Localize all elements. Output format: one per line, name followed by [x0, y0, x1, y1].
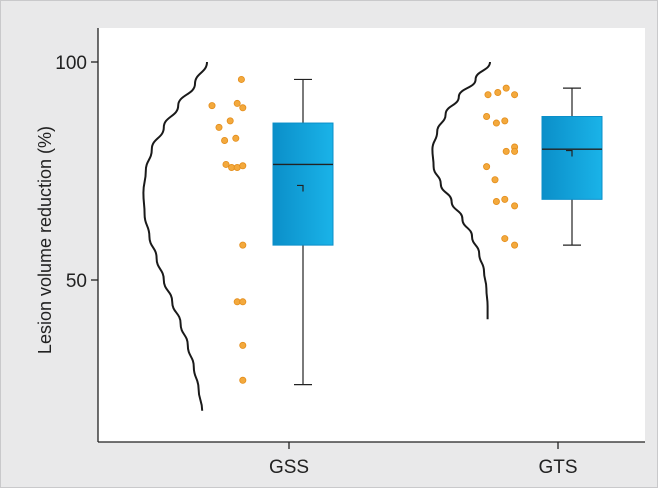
data-point	[232, 134, 240, 142]
mean-marker	[566, 149, 573, 157]
data-point	[501, 195, 509, 203]
data-point	[511, 241, 519, 249]
data-point	[239, 162, 247, 170]
data-point	[492, 198, 500, 206]
data-point	[239, 104, 247, 112]
density-curve-gts	[431, 61, 491, 320]
plot-area	[98, 28, 645, 442]
data-point	[239, 241, 247, 249]
data-point	[501, 235, 509, 243]
data-point	[237, 75, 245, 83]
y-tick-label: 50	[66, 271, 87, 292]
data-point	[511, 202, 519, 210]
data-point	[511, 91, 519, 99]
data-point	[484, 91, 492, 99]
data-point	[502, 147, 510, 155]
data-point	[226, 117, 234, 125]
y-axis-title: Lesion volume reduction (%)	[35, 126, 55, 354]
data-point	[494, 89, 502, 97]
data-point	[222, 160, 230, 168]
chart-marks	[142, 61, 603, 411]
data-point	[491, 176, 499, 184]
density-curve-gss	[142, 61, 208, 411]
x-tick-label: GTS	[538, 457, 577, 478]
data-point	[233, 99, 241, 107]
x-tick-label: GSS	[269, 457, 309, 478]
data-point	[239, 376, 247, 384]
data-point	[483, 163, 491, 171]
data-point	[239, 341, 247, 349]
data-point	[511, 147, 519, 155]
data-point	[215, 123, 223, 131]
data-point	[208, 102, 216, 110]
y-tick-label: 100	[55, 53, 87, 74]
data-point	[221, 136, 229, 144]
data-point	[483, 113, 491, 121]
data-point	[502, 84, 510, 92]
box-iqr-gss	[272, 122, 334, 246]
axes: 50 100 GSS GTS	[55, 53, 577, 478]
mean-marker	[297, 184, 304, 192]
data-point	[501, 117, 509, 125]
data-point	[239, 298, 247, 306]
box-iqr-gts	[541, 116, 603, 200]
data-point	[492, 119, 500, 127]
